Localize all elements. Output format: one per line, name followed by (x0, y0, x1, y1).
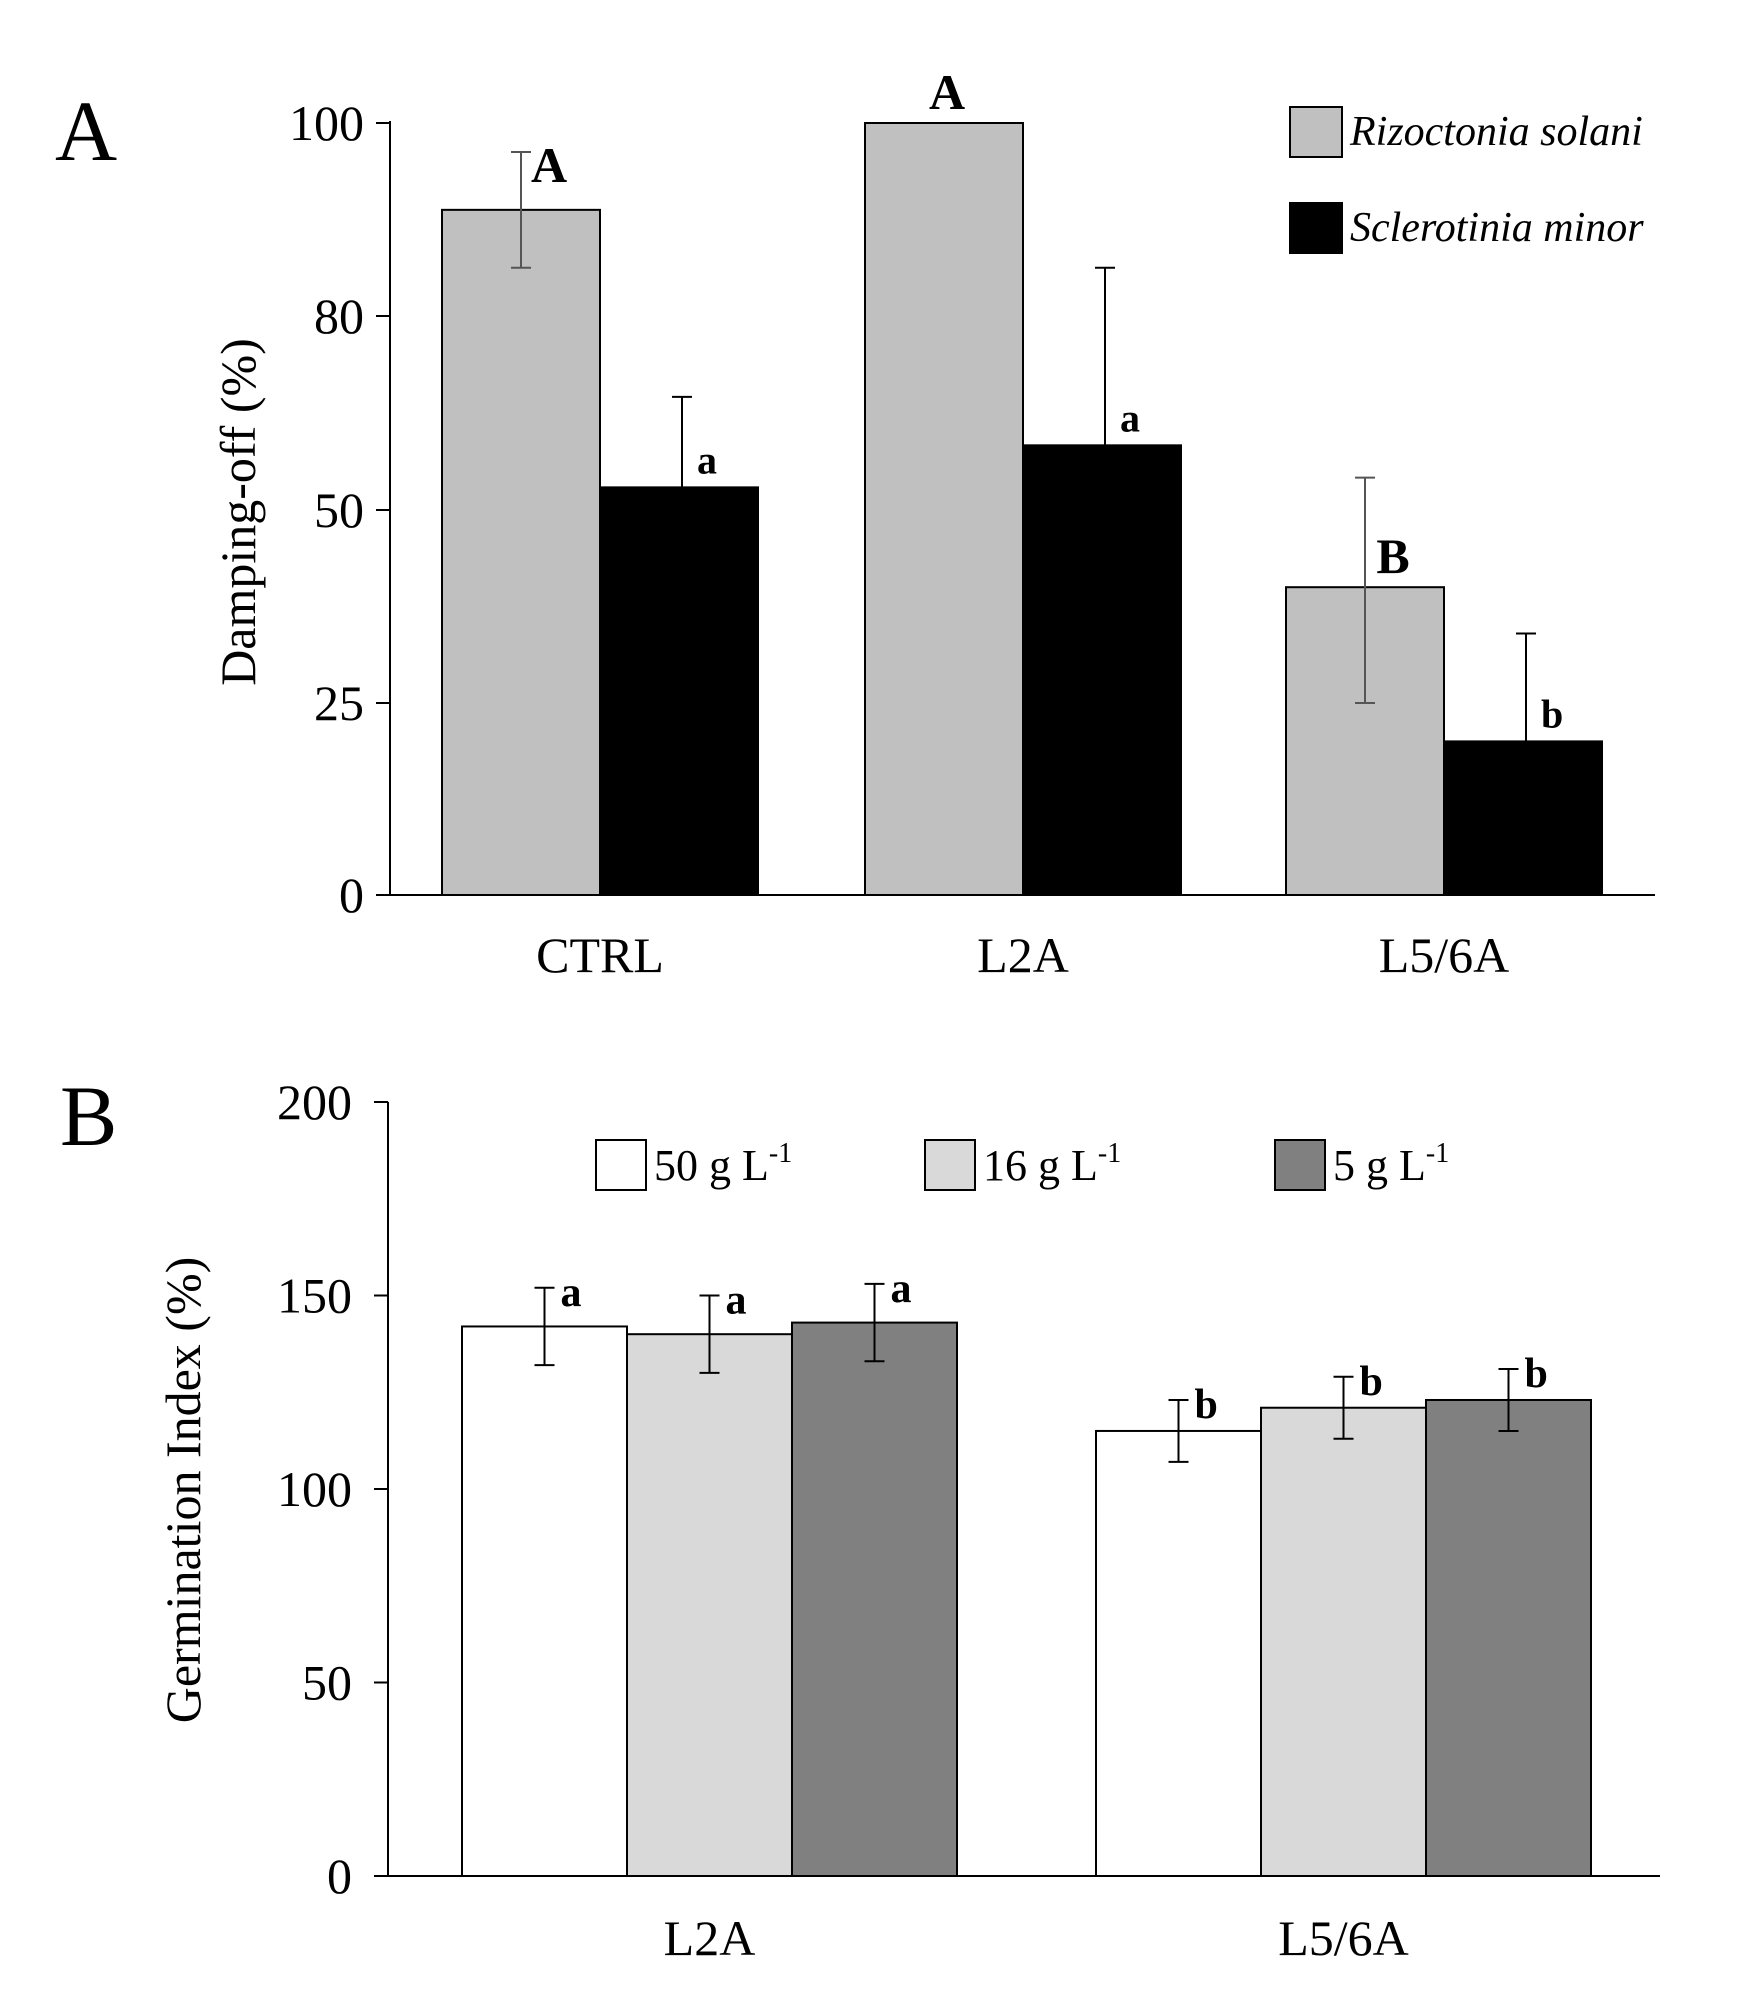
bar-5gl-l5-6a (1425, 1398, 1592, 1877)
significance-letter: A (929, 64, 965, 120)
x-tick-label: L2A (664, 1910, 756, 1966)
panel-label-b: B (60, 1068, 117, 1164)
significance-letter: a (561, 1270, 582, 1316)
legend-swatch (1274, 1139, 1326, 1191)
y-tick-label: 100 (277, 1461, 352, 1517)
legend-label: 16 g L-1 (983, 1138, 1121, 1190)
legend-swatch (1289, 202, 1343, 254)
bar-16gl-l2a (626, 1333, 793, 1877)
panel-b: B 0 50 100 150 200 Germination Index (%) a b a b a b… (60, 1068, 1660, 1966)
y-tick-label: 0 (339, 867, 364, 923)
legend-b: 50 g L-1 16 g L-1 5 g L-1 (595, 1138, 1449, 1191)
bar-50gl-l5-6a (1095, 1429, 1262, 1877)
panel-a: A 0 25 50 80 100 Damping-off (%) A A Ba a b CTRL L2A L… (55, 64, 1655, 983)
y-tick-label: 25 (314, 675, 364, 731)
significance-letter: B (1376, 528, 1409, 584)
bar-sclerotinia-l2a (1022, 444, 1182, 896)
significance-letter: b (1541, 691, 1563, 736)
y-tick-label: 50 (302, 1655, 352, 1711)
legend-swatch (595, 1139, 647, 1191)
bar-sclerotinia-ctrl (599, 486, 759, 896)
legend-a: Rizoctonia solani Sclerotinia minor (1289, 106, 1644, 254)
legend-label: 5 g L-1 (1333, 1138, 1449, 1190)
bar-sclerotinia-l5-6a (1443, 740, 1603, 897)
significance-letter: a (726, 1278, 747, 1324)
y-tick-label: 0 (327, 1848, 352, 1904)
legend-label: Rizoctonia solani (1349, 109, 1643, 155)
significance-letter: b (1360, 1359, 1383, 1405)
y-tick-label: 50 (314, 482, 364, 538)
significance-letter: b (1195, 1382, 1218, 1428)
significance-letter: a (697, 437, 717, 482)
significance-letter: a (891, 1266, 912, 1312)
bar-rizoctonia-l2a (864, 122, 1024, 896)
bar-rizoctonia-ctrl (441, 208, 601, 897)
bar-50gl-l2a (461, 1325, 628, 1877)
bar-5gl-l2a (791, 1321, 958, 1877)
x-tick-label: L5/6A (1379, 927, 1510, 983)
x-tick-label: CTRL (536, 927, 664, 983)
bar-16gl-l5-6a (1260, 1406, 1427, 1877)
significance-letter: A (531, 137, 567, 193)
legend-swatch (924, 1139, 976, 1191)
panel-label-a: A (55, 83, 117, 179)
y-axis-label: Damping-off (%) (210, 338, 266, 686)
x-tick-label: L2A (977, 927, 1069, 983)
y-tick-label: 150 (277, 1268, 352, 1324)
x-tick-label: L5/6A (1278, 1910, 1409, 1966)
significance-letter: a (1120, 395, 1140, 440)
y-tick-label: 100 (289, 95, 364, 151)
y-tick-label: 200 (277, 1074, 352, 1130)
significance-letter: b (1525, 1351, 1548, 1397)
legend-label: Sclerotinia minor (1350, 205, 1644, 251)
y-tick-label: 80 (314, 288, 364, 344)
legend-label: 50 g L-1 (654, 1138, 792, 1190)
y-axis-label: Germination Index (%) (155, 1257, 211, 1724)
legend-swatch (1289, 106, 1343, 158)
